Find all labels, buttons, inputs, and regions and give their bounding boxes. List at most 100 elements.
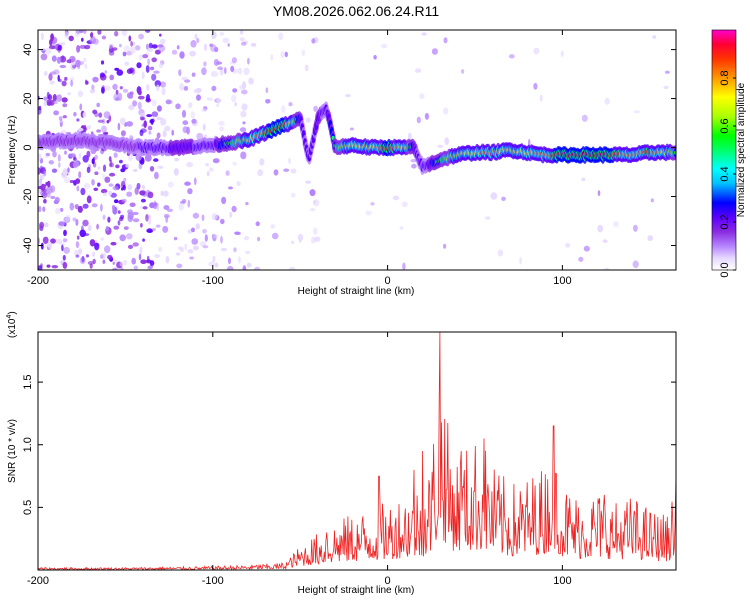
noise-speck	[119, 86, 123, 90]
noise-speck	[147, 125, 153, 131]
noise-speck	[154, 171, 159, 180]
noise-speck	[41, 191, 48, 199]
noise-speck	[39, 221, 45, 229]
noise-speck	[130, 40, 133, 47]
noise-speck	[123, 45, 130, 52]
noise-speck	[147, 48, 154, 52]
noise-speck	[632, 260, 639, 269]
noise-speck	[490, 192, 498, 200]
noise-speck	[43, 171, 47, 177]
noise-speck	[179, 51, 185, 59]
colorbar-ticks: 0.0 0.2 0.4 0.6 0.8	[719, 70, 736, 278]
noise-speck	[40, 242, 44, 250]
noise-speck	[424, 112, 429, 120]
noise-speck	[243, 67, 250, 76]
noise-speck	[119, 43, 122, 48]
noise-speck	[270, 224, 275, 229]
noise-speck	[160, 190, 164, 196]
colorbar: 0.0 0.2 0.4 0.6 0.8 Normalized spectral ampl…	[711, 29, 747, 278]
noise-speck	[194, 33, 198, 40]
noise-speck	[77, 90, 84, 98]
noise-speck	[147, 217, 152, 225]
noise-speck	[51, 55, 57, 62]
noise-speck	[141, 184, 145, 190]
noise-speck	[191, 227, 195, 233]
noise-speck	[52, 151, 57, 158]
noise-speck	[72, 217, 77, 222]
noise-speck	[265, 87, 269, 94]
noise-speck	[402, 262, 406, 270]
noise-speck	[221, 196, 227, 205]
noise-speck	[151, 57, 157, 63]
noise-speck	[539, 94, 543, 102]
y-tick-label: 40	[22, 43, 34, 55]
noise-speck	[135, 45, 141, 51]
noise-speck	[120, 117, 126, 126]
noise-speck	[166, 208, 173, 212]
noise-speck	[205, 163, 209, 167]
noise-speck	[190, 40, 197, 48]
noise-speck	[186, 126, 190, 135]
noise-speck	[54, 196, 60, 204]
noise-speck	[148, 42, 153, 49]
noise-speck	[43, 100, 48, 107]
noise-speck	[216, 97, 221, 104]
noise-speck	[242, 265, 247, 270]
noise-speck	[192, 212, 200, 219]
noise-speck	[265, 99, 271, 104]
noise-speck	[132, 168, 138, 172]
noise-speck	[178, 69, 182, 77]
noise-speck	[78, 152, 82, 159]
noise-speck	[231, 94, 237, 103]
noise-speck	[87, 224, 92, 232]
noise-speck	[416, 116, 421, 124]
noise-speck	[96, 223, 99, 230]
noise-speck	[583, 245, 590, 252]
noise-speck	[94, 154, 99, 160]
noise-speck	[138, 33, 145, 40]
noise-speck	[81, 37, 84, 42]
noise-speck	[240, 30, 244, 35]
noise-speck	[97, 30, 102, 35]
noise-speck	[98, 112, 103, 118]
noise-speck	[182, 120, 189, 126]
noise-speck	[79, 257, 86, 265]
noise-speck	[158, 44, 166, 53]
colorbar-tick-label: 0.4	[719, 166, 731, 181]
noise-speck	[187, 199, 191, 208]
noise-speck	[62, 254, 66, 261]
noise-speck	[155, 224, 161, 228]
noise-speck	[122, 88, 129, 93]
spectrogram-ylabel: Frequency (Hz)	[7, 116, 18, 185]
noise-speck	[62, 238, 68, 243]
noise-speck	[247, 57, 250, 65]
noise-speck	[59, 64, 67, 69]
noise-speck	[50, 33, 54, 42]
noise-speck	[69, 77, 75, 81]
noise-speck	[42, 236, 49, 244]
noise-speck	[117, 92, 123, 101]
noise-speck	[211, 71, 214, 78]
noise-speck	[139, 246, 143, 255]
noise-speck	[166, 99, 173, 105]
noise-speck	[401, 201, 408, 208]
noise-speck	[431, 48, 438, 55]
noise-speck	[92, 258, 96, 265]
noise-speck	[115, 89, 119, 95]
noise-speck	[139, 205, 144, 210]
noise-speck	[187, 249, 194, 254]
noise-speck	[62, 261, 68, 269]
noise-speck	[86, 254, 89, 258]
noise-speck	[232, 161, 237, 166]
noise-speck	[127, 209, 133, 215]
noise-speck	[221, 247, 227, 252]
noise-speck	[213, 59, 219, 66]
noise-speck	[133, 265, 138, 270]
noise-speck	[234, 102, 238, 107]
noise-speck	[116, 69, 124, 76]
noise-speck	[297, 233, 304, 241]
x-tick-label: -200	[27, 575, 49, 587]
noise-speck	[191, 72, 196, 77]
noise-speck	[196, 94, 201, 101]
noise-speck	[188, 102, 193, 108]
